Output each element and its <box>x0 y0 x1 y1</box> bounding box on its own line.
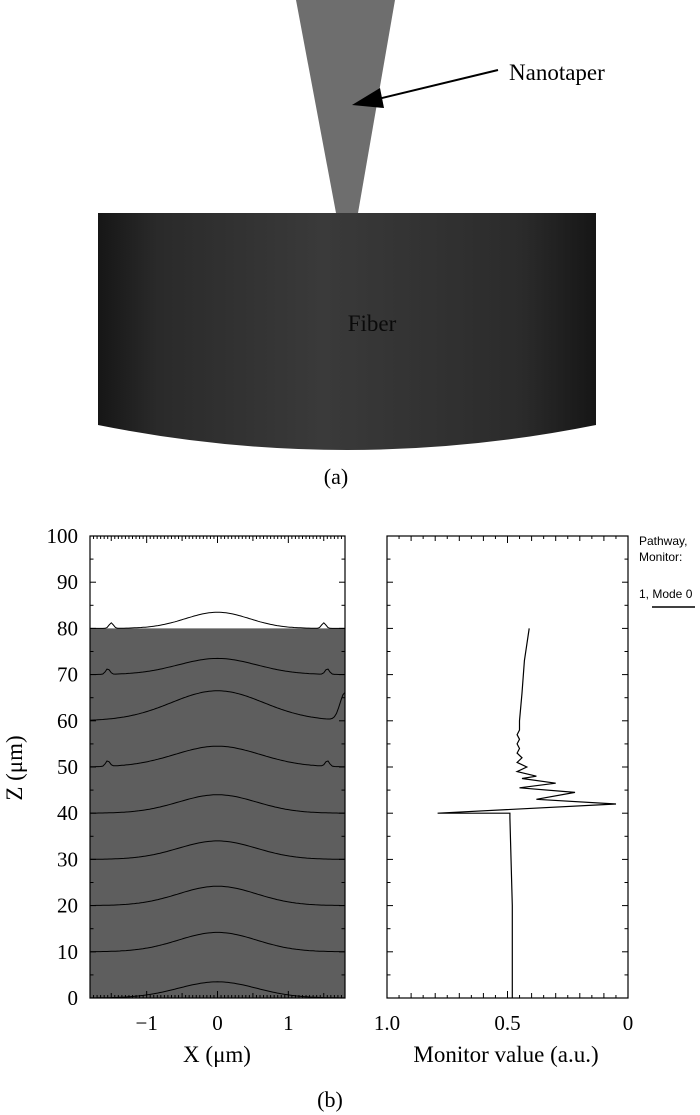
monitor-x-tick-label: 1.0 <box>374 1011 400 1035</box>
field-shaded-region <box>90 628 345 998</box>
contour-line-30 <box>90 840 345 860</box>
field-y-tick-label: 50 <box>57 755 78 779</box>
field-y-tick-label: 30 <box>57 847 78 871</box>
field-y-tick-label: 80 <box>57 616 78 640</box>
fiber-body <box>98 213 596 450</box>
contour-line-60 <box>89 690 346 721</box>
field-y-tick-label: 40 <box>57 801 78 825</box>
nanotaper-shape <box>296 0 395 213</box>
panel-a: Nanotaper Fiber (a) <box>98 0 605 489</box>
legend-line-2: Monitor: <box>639 550 682 564</box>
field-plot-ticks <box>90 535 345 999</box>
contour-line-70 <box>90 657 345 675</box>
nanotaper-label: Nanotaper <box>509 60 605 85</box>
legend-line-3: 1, Mode 0 <box>639 587 693 601</box>
field-plot-y-axis-label: Z (μm) <box>2 735 27 800</box>
contour-line-50 <box>89 745 346 768</box>
contour-line-10 <box>90 931 345 953</box>
caption-a: (a) <box>324 464 348 489</box>
contour-cap-fill <box>90 612 345 629</box>
field-y-tick-label: 100 <box>47 524 79 548</box>
field-y-tick-label: 70 <box>57 663 78 687</box>
field-x-tick-label: −1 <box>135 1011 157 1035</box>
monitor-x-tick-label: 0.5 <box>494 1011 520 1035</box>
monitor-legend: Pathway, Monitor: 1, Mode 0 <box>639 534 695 608</box>
monitor-x-tick-label: 0 <box>623 1011 634 1035</box>
monitor-plot-x-axis-label: Monitor value (a.u.) <box>413 1042 598 1067</box>
field-y-tick-label: 20 <box>57 894 78 918</box>
monitor-plot-ticks <box>386 535 629 999</box>
monitor-series-line <box>437 628 617 998</box>
contour-line-80 <box>90 611 345 629</box>
field-x-tick-label: 1 <box>283 1011 294 1035</box>
monitor-plot-x-tick-labels: 1.0 0.5 0 <box>374 1011 633 1035</box>
caption-b: (b) <box>317 1087 343 1112</box>
nanotaper-arrow-head <box>352 88 384 108</box>
field-y-tick-label: 90 <box>57 570 78 594</box>
field-contours <box>89 611 346 999</box>
field-plot: 0 10 20 30 40 50 60 70 80 90 100 −1 0 1 X (μm) Z (μm… <box>2 524 346 1067</box>
field-y-tick-label: 60 <box>57 709 78 733</box>
field-plot-x-axis-label: X (μm) <box>183 1042 251 1067</box>
field-y-tick-label: 0 <box>68 986 79 1010</box>
field-plot-y-tick-labels: 0 10 20 30 40 50 60 70 80 90 100 <box>47 524 79 1010</box>
field-x-tick-label: 0 <box>212 1011 223 1035</box>
field-plot-x-tick-labels: −1 0 1 <box>135 1011 293 1035</box>
contour-line-40 <box>90 794 345 814</box>
legend-line-1: Pathway, <box>639 534 687 548</box>
contour-line-20 <box>90 885 345 906</box>
fiber-label: Fiber <box>348 311 397 336</box>
monitor-plot: 1.0 0.5 0 Monitor value (a.u.) <box>374 535 633 1067</box>
monitor-plot-frame <box>386 535 629 999</box>
field-y-tick-label: 10 <box>57 940 78 964</box>
nanotaper-arrow-shaft <box>377 69 499 100</box>
